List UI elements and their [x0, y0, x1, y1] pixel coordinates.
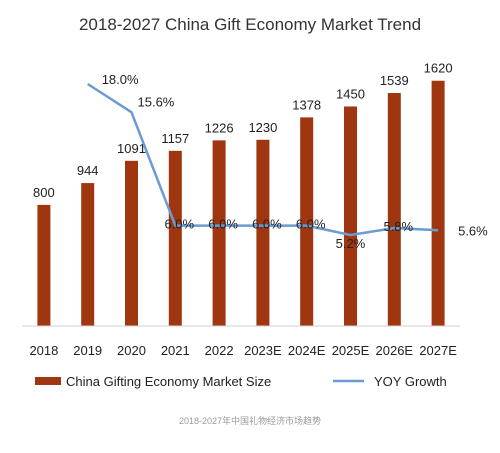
bar-2021	[168, 150, 182, 326]
yoy-value-labels: 18.0% 15.6% 6.0% 6.0% 6.0% 6.0% 5.2% 5.8% 5.6%	[102, 72, 488, 251]
bar-2018	[37, 204, 51, 326]
bar-label-2027E: 1620	[424, 61, 453, 76]
yoy-label-2020: 15.6%	[138, 94, 175, 109]
yoy-label-2022: 6.0%	[208, 217, 238, 232]
legend-label-market-size: China Gifting Economy Market Size	[66, 374, 271, 389]
yoy-label-2027E: 5.6%	[458, 223, 488, 238]
bar-2026E	[387, 92, 401, 327]
bar-2019	[81, 183, 95, 326]
x-tick-2023E: 2023E	[244, 343, 282, 358]
bar-label-2024E: 1378	[292, 97, 321, 112]
bar-2025E	[344, 106, 357, 326]
x-tick-2018: 2018	[29, 343, 58, 358]
yoy-label-2025E: 5.2%	[336, 236, 366, 251]
x-tick-2027E: 2027E	[419, 343, 457, 358]
x-tick-2026E: 2026E	[376, 343, 414, 358]
x-tick-2022: 2022	[205, 343, 234, 358]
legend-label-yoy: YOY Growth	[374, 374, 447, 389]
bar-value-labels: 800 944 1091 1157 1226 1230 1378 1450 1539 1620	[33, 61, 453, 200]
x-tick-2020: 2020	[117, 343, 146, 358]
yoy-line-series	[87, 82, 439, 237]
bar-label-2021: 1157	[161, 131, 189, 146]
yoy-label-2026E: 5.8%	[383, 219, 413, 234]
yoy-label-2024E: 6.0%	[296, 217, 326, 232]
yoy-label-2021: 6.0%	[164, 217, 194, 232]
bar-label-2026E: 1539	[380, 73, 409, 88]
bar-2022	[212, 140, 226, 326]
bar-label-2022: 1226	[205, 120, 234, 135]
x-tick-2021: 2021	[161, 343, 190, 358]
bar-2020	[125, 160, 138, 326]
x-tick-2019: 2019	[73, 343, 102, 358]
bar-2027E	[431, 80, 445, 327]
bar-label-2020: 1091	[117, 141, 146, 156]
legend-swatch-market-size	[35, 377, 61, 385]
x-axis-tick-labels: 2018 2019 2020 2021 2022 2023E 2024E 2025E 2026E…	[29, 343, 457, 358]
x-tick-2024E: 2024E	[288, 343, 326, 358]
chart-title: 2018-2027 China Gift Economy Market Tren…	[79, 15, 421, 34]
bar-label-2025E: 1450	[336, 86, 365, 101]
chart-caption: 2018-2027年中国礼物经济市场趋势	[179, 415, 321, 426]
x-tick-2025E: 2025E	[332, 343, 370, 358]
bar-label-2023E: 1230	[248, 120, 277, 135]
legend: China Gifting Economy Market Size YOY Gr…	[35, 374, 447, 389]
bar-label-2018: 800	[33, 185, 55, 200]
yoy-label-2019: 18.0%	[102, 72, 139, 87]
bar-2023E	[256, 139, 270, 326]
bar-2024E	[300, 117, 314, 327]
yoy-label-2023E: 6.0%	[252, 217, 282, 232]
bar-series	[37, 80, 445, 327]
bar-label-2019: 944	[77, 163, 99, 178]
